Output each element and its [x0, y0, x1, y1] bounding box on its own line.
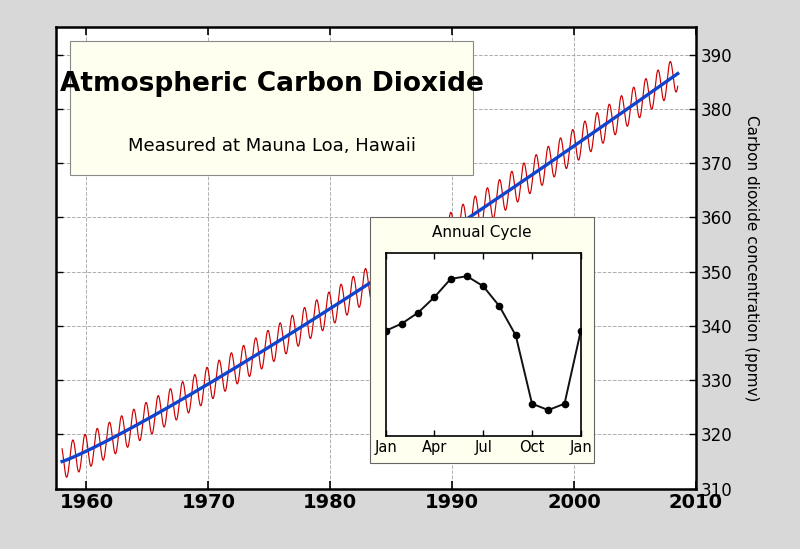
Bar: [70, 41, 474, 175]
Text: Atmospheric Carbon Dioxide: Atmospheric Carbon Dioxide: [60, 71, 484, 97]
Bar: [370, 216, 594, 463]
Text: Measured at Mauna Loa, Hawaii: Measured at Mauna Loa, Hawaii: [128, 137, 416, 155]
Text: Annual Cycle: Annual Cycle: [432, 225, 531, 240]
Y-axis label: Carbon dioxide concentration (ppmv): Carbon dioxide concentration (ppmv): [744, 115, 758, 401]
